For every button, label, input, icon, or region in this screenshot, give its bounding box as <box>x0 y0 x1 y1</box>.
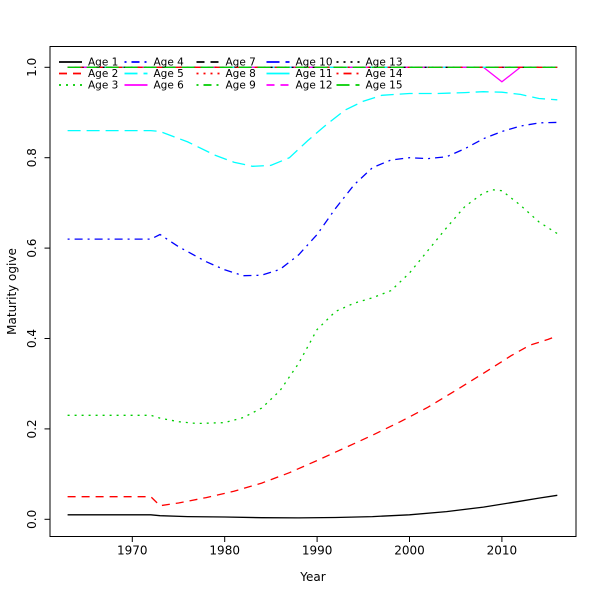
y-tick-label: 1.0 <box>25 58 39 77</box>
series-line-age-5 <box>67 91 558 167</box>
legend-label-age-14: Age 14 <box>366 68 403 80</box>
legend-label-age-8: Age 8 <box>226 68 256 80</box>
x-axis-title: Year <box>299 570 325 584</box>
y-tick-label: 0.6 <box>25 239 39 258</box>
legend-label-age-13: Age 13 <box>366 57 403 69</box>
y-tick-label: 0.4 <box>25 329 39 348</box>
legend-label-age-12: Age 12 <box>296 80 333 92</box>
x-tick-label: 2000 <box>394 544 425 558</box>
legend-label-age-9: Age 9 <box>226 80 256 92</box>
series-line-age-2 <box>67 335 558 507</box>
y-tick-label: 0.8 <box>25 148 39 167</box>
legend-label-age-4: Age 4 <box>154 57 185 69</box>
series-line-age-1 <box>67 494 558 519</box>
y-tick-label: 0.0 <box>25 510 39 529</box>
x-tick-label: 2010 <box>487 544 518 558</box>
legend-label-age-10: Age 10 <box>296 57 333 69</box>
y-tick-label: 0.2 <box>25 419 39 438</box>
x-tick-label: 1990 <box>302 544 333 558</box>
plot-box <box>49 46 577 537</box>
legend-label-age-1: Age 1 <box>88 57 118 69</box>
x-tick-label: 1980 <box>209 544 240 558</box>
series-line-age-4 <box>67 121 558 277</box>
legend-label-age-2: Age 2 <box>88 68 118 80</box>
legend-label-age-11: Age 11 <box>296 68 333 80</box>
legend-label-age-7: Age 7 <box>226 57 256 69</box>
y-axis-title: Maturity ogive <box>5 248 19 335</box>
x-tick-label: 1970 <box>117 544 148 558</box>
legend-label-age-15: Age 15 <box>366 80 403 92</box>
legend-label-age-6: Age 6 <box>154 80 185 92</box>
series-line-age-3 <box>67 189 558 425</box>
legend-label-age-3: Age 3 <box>88 80 118 92</box>
legend-label-age-5: Age 5 <box>154 68 184 80</box>
